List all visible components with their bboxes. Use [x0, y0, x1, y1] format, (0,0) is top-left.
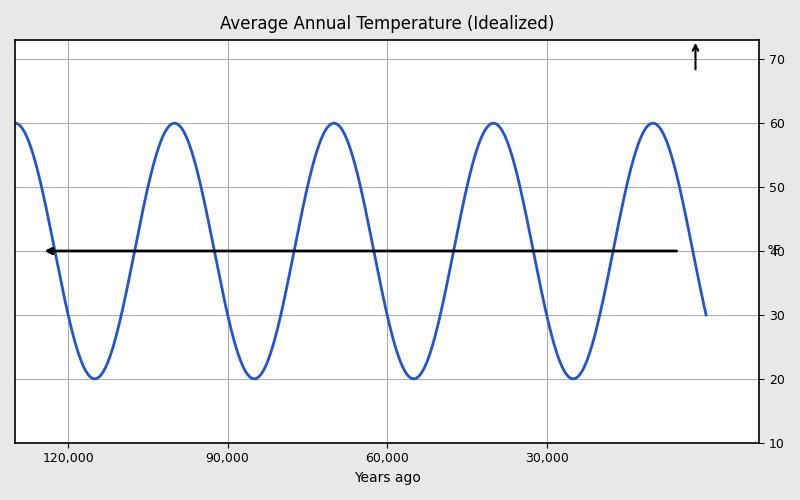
X-axis label: Years ago: Years ago	[354, 471, 421, 485]
Text: °F: °F	[766, 244, 782, 258]
Title: Average Annual Temperature (Idealized): Average Annual Temperature (Idealized)	[220, 15, 554, 33]
